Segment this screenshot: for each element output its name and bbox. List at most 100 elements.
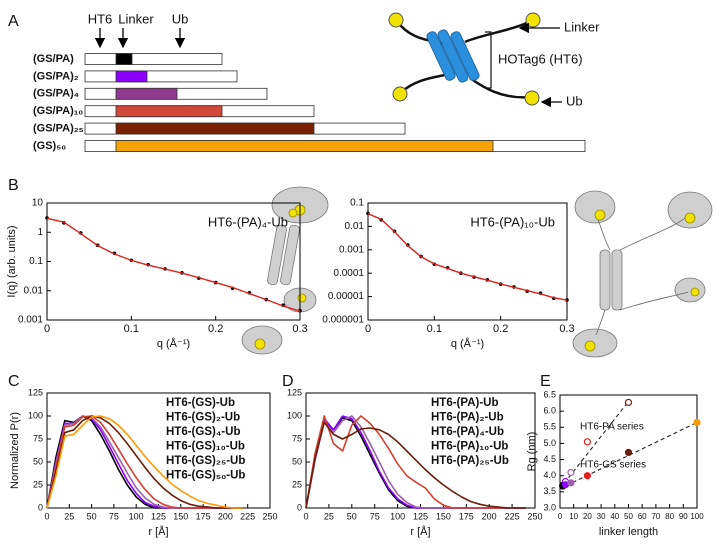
series-line	[46, 415, 244, 509]
legend-entry: HT6-(PA)₁₀-Ub	[431, 441, 508, 453]
x-tick-label: 100	[390, 511, 405, 521]
annotation: HT6-(PA)₄-Ub	[208, 214, 288, 229]
x-tick-label: 175	[459, 511, 474, 521]
x-axis-label: r [Å]	[410, 525, 430, 538]
legend-entry: HT6-(GS)₁₀-Ub	[166, 441, 245, 453]
y-tick-label: 3.5	[543, 486, 556, 496]
series-line	[46, 415, 244, 509]
legend-entry: HT6-(PA)-Ub	[431, 397, 499, 409]
x-tick-label: 225	[505, 511, 520, 521]
construct-label: (GS/PA)₂	[33, 70, 79, 82]
x-axis-label: q (Å⁻¹)	[451, 337, 484, 350]
y-tick-label: 4.0	[543, 470, 556, 480]
x-tick-label: 225	[240, 511, 255, 521]
panel-label: E	[540, 373, 551, 390]
y-tick-label: 1	[37, 227, 43, 238]
y-tick-label: 100	[28, 410, 43, 420]
data-point	[693, 418, 701, 427]
y-tick-label: 3.0	[543, 502, 556, 512]
legend-entry: HT6-(GS)₂-Ub	[166, 412, 240, 424]
linker-segment	[115, 140, 494, 152]
linker-segment	[115, 105, 223, 118]
schematic-label: HOTag6 (HT6)	[498, 51, 583, 66]
construct-bar	[84, 70, 238, 83]
schematic-label: Linker	[564, 19, 600, 34]
x-tick-label: 175	[196, 511, 211, 521]
x-tick-label: 25	[324, 511, 334, 521]
trend-line	[559, 401, 629, 489]
y-axis-label: Rg (nm)	[526, 432, 538, 472]
x-tick-label: 0	[558, 512, 563, 521]
x-tick-label: 70	[651, 512, 660, 521]
legend-entry: HT6-(PA)₂-Ub	[431, 412, 504, 424]
y-tick-label: 0.01	[345, 221, 365, 232]
y-tick-label: 0.0001	[333, 268, 364, 279]
x-tick-label: 100	[690, 512, 704, 521]
x-tick-label: 50	[624, 512, 633, 521]
legend-entry: HT6-(PA)₄-Ub	[431, 426, 504, 438]
header-label: Ub	[172, 11, 189, 26]
y-tick-label: 4.5	[543, 454, 556, 464]
y-tick-label: 25	[33, 479, 43, 489]
trend-line	[559, 421, 698, 490]
y-tick-label: 0.1	[29, 256, 43, 267]
panel-label: D	[282, 373, 294, 390]
y-tick-label: 75	[292, 433, 302, 443]
linker-segment	[115, 122, 315, 135]
linker-segment	[115, 87, 178, 100]
x-tick-label: 75	[109, 511, 119, 521]
x-axis-label: linker length	[599, 526, 658, 538]
x-tick-label: 150	[436, 511, 451, 521]
data-point	[624, 448, 633, 457]
data-point	[567, 468, 575, 477]
y-tick-label: 5.5	[543, 422, 556, 432]
linker-segment	[115, 70, 148, 83]
y-tick-label: 0.00001	[328, 291, 365, 302]
construct-label: (GS/PA)	[33, 53, 74, 65]
y-tick-label: 10	[32, 198, 44, 209]
y-tick-label: 0	[38, 502, 43, 512]
construct-header: HT6 Linker Ub	[88, 11, 189, 49]
x-tick-label: 0.1	[427, 323, 442, 335]
structure-image	[241, 186, 713, 358]
x-tick-label: 250	[262, 511, 277, 521]
y-tick-label: 25	[292, 479, 302, 489]
series-line	[367, 213, 568, 301]
x-tick-label: 0	[44, 323, 50, 335]
series-line	[46, 217, 301, 312]
y-tick-label: 100	[287, 410, 302, 420]
x-tick-label: 0	[303, 511, 308, 521]
construct-label: (GS/PA)₁₀	[33, 105, 83, 117]
y-tick-label: 50	[292, 456, 302, 466]
header-label: HT6	[88, 11, 113, 26]
legend-entry: HT6-(GS)₂₅-Ub	[166, 455, 245, 467]
panel-label: A	[8, 13, 19, 30]
y-axis-label: Normalized P(r)	[9, 412, 21, 489]
x-axis-label: r [Å]	[148, 525, 168, 538]
x-tick-label: 0	[365, 323, 371, 335]
x-tick-label: 30	[597, 512, 606, 521]
schematic	[388, 12, 562, 108]
data-point	[624, 398, 633, 407]
series-annotation: HT6-PA series	[580, 422, 644, 433]
legend-entry: HT6-(GS)₄-Ub	[166, 426, 240, 438]
y-tick-label: 0.1	[350, 198, 364, 209]
x-tick-label: 80	[665, 512, 674, 521]
y-tick-label: 125	[28, 387, 43, 397]
legend-entry: HT6-(GS)-Ub	[166, 397, 235, 409]
x-tick-label: 20	[583, 512, 592, 521]
y-tick-label: 0.01	[24, 285, 44, 296]
y-tick-label: 0.000001	[322, 315, 364, 326]
x-axis-label: q (Å⁻¹)	[157, 337, 190, 350]
x-tick-label: 90	[679, 512, 688, 521]
x-tick-label: 50	[347, 511, 357, 521]
construct-label: (GS)₅₀	[33, 140, 66, 152]
x-tick-label: 150	[173, 511, 188, 521]
linker-segment	[115, 53, 133, 65]
y-axis-label: I(q) (arb. units)	[6, 225, 18, 297]
x-tick-label: 125	[413, 511, 428, 521]
y-tick-label: 5.0	[543, 438, 556, 448]
y-tick-label: 0.001	[18, 315, 43, 326]
x-tick-label: 0.2	[493, 323, 508, 335]
